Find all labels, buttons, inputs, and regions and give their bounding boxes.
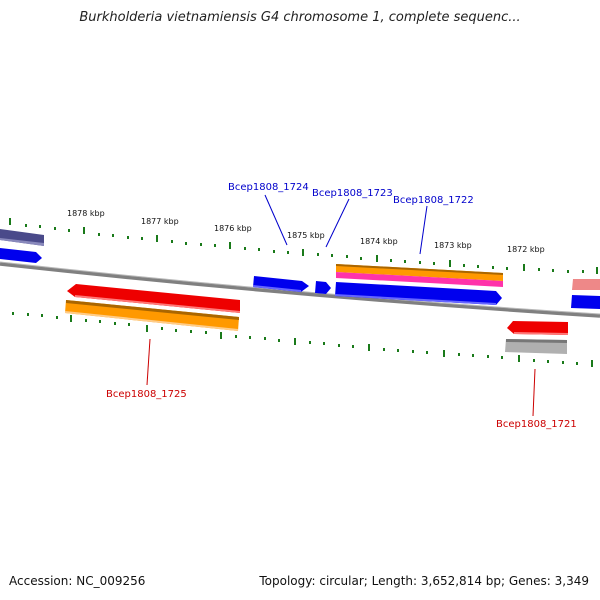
- gene-bar-blue-shade: [335, 294, 496, 305]
- gene-bar-magenta[interactable]: [336, 272, 503, 287]
- gene-bar-blue[interactable]: [315, 281, 331, 294]
- tick-label: 1875 kbp: [287, 231, 325, 240]
- accession-text: Accession: NC_009256: [9, 574, 146, 588]
- gene-bar-blue[interactable]: [0, 248, 42, 263]
- gene-bar-orange-shade: [65, 311, 238, 331]
- gene-bar-blue[interactable]: [335, 282, 502, 305]
- gene-label-bcep1808-1725[interactable]: Bcep1808_1725: [106, 389, 187, 400]
- leader-line: [325, 198, 350, 248]
- leader-line: [264, 194, 288, 246]
- gene-label-bcep1808-1721[interactable]: Bcep1808_1721: [496, 419, 577, 430]
- gene-bar-orange-top: [66, 300, 239, 320]
- gene-bar-pink[interactable]: [572, 279, 600, 290]
- gene-bar-red-shade: [75, 295, 240, 313]
- tick-label: 1872 kbp: [507, 245, 545, 254]
- tick-label: 1876 kbp: [214, 224, 252, 233]
- gene-bar-slate-shade: [0, 238, 44, 246]
- gene-bar-blue-shade: [253, 285, 301, 292]
- gene-bar-red-shade: [514, 332, 568, 335]
- tick-label: 1878 kbp: [67, 209, 105, 218]
- gene-bar-red[interactable]: [67, 284, 240, 313]
- gene-label-bcep1808-1722[interactable]: Bcep1808_1722: [393, 195, 474, 206]
- chromosome-backbone: [0, 262, 600, 318]
- leader-line: [419, 205, 428, 255]
- tick-track-upper: [9, 218, 598, 274]
- tick-label: 1877 kbp: [141, 217, 179, 226]
- tick-label: 1873 kbp: [434, 241, 472, 250]
- tick-label: 1874 kbp: [360, 237, 398, 246]
- gene-bar-grey[interactable]: [505, 339, 567, 354]
- leader-line: [532, 368, 536, 417]
- gene-bar-orange[interactable]: [65, 300, 239, 331]
- gene-label-bcep1808-1724[interactable]: Bcep1808_1724: [228, 182, 309, 193]
- gene-bar-red[interactable]: [507, 321, 568, 335]
- gene-label-bcep1808-1723[interactable]: Bcep1808_1723: [312, 188, 393, 199]
- leader-line: [146, 338, 151, 386]
- genome-info-text: Topology: circular; Length: 3,652,814 bp…: [259, 574, 589, 588]
- gene-bar-orange-top: [336, 264, 503, 275]
- gene-bar-blue[interactable]: [571, 295, 600, 309]
- map-title: Burkholderia vietnamiensis G4 chromosome…: [79, 10, 521, 25]
- tick-track-lower: [12, 312, 593, 367]
- gene-bar-grey-top: [506, 339, 567, 343]
